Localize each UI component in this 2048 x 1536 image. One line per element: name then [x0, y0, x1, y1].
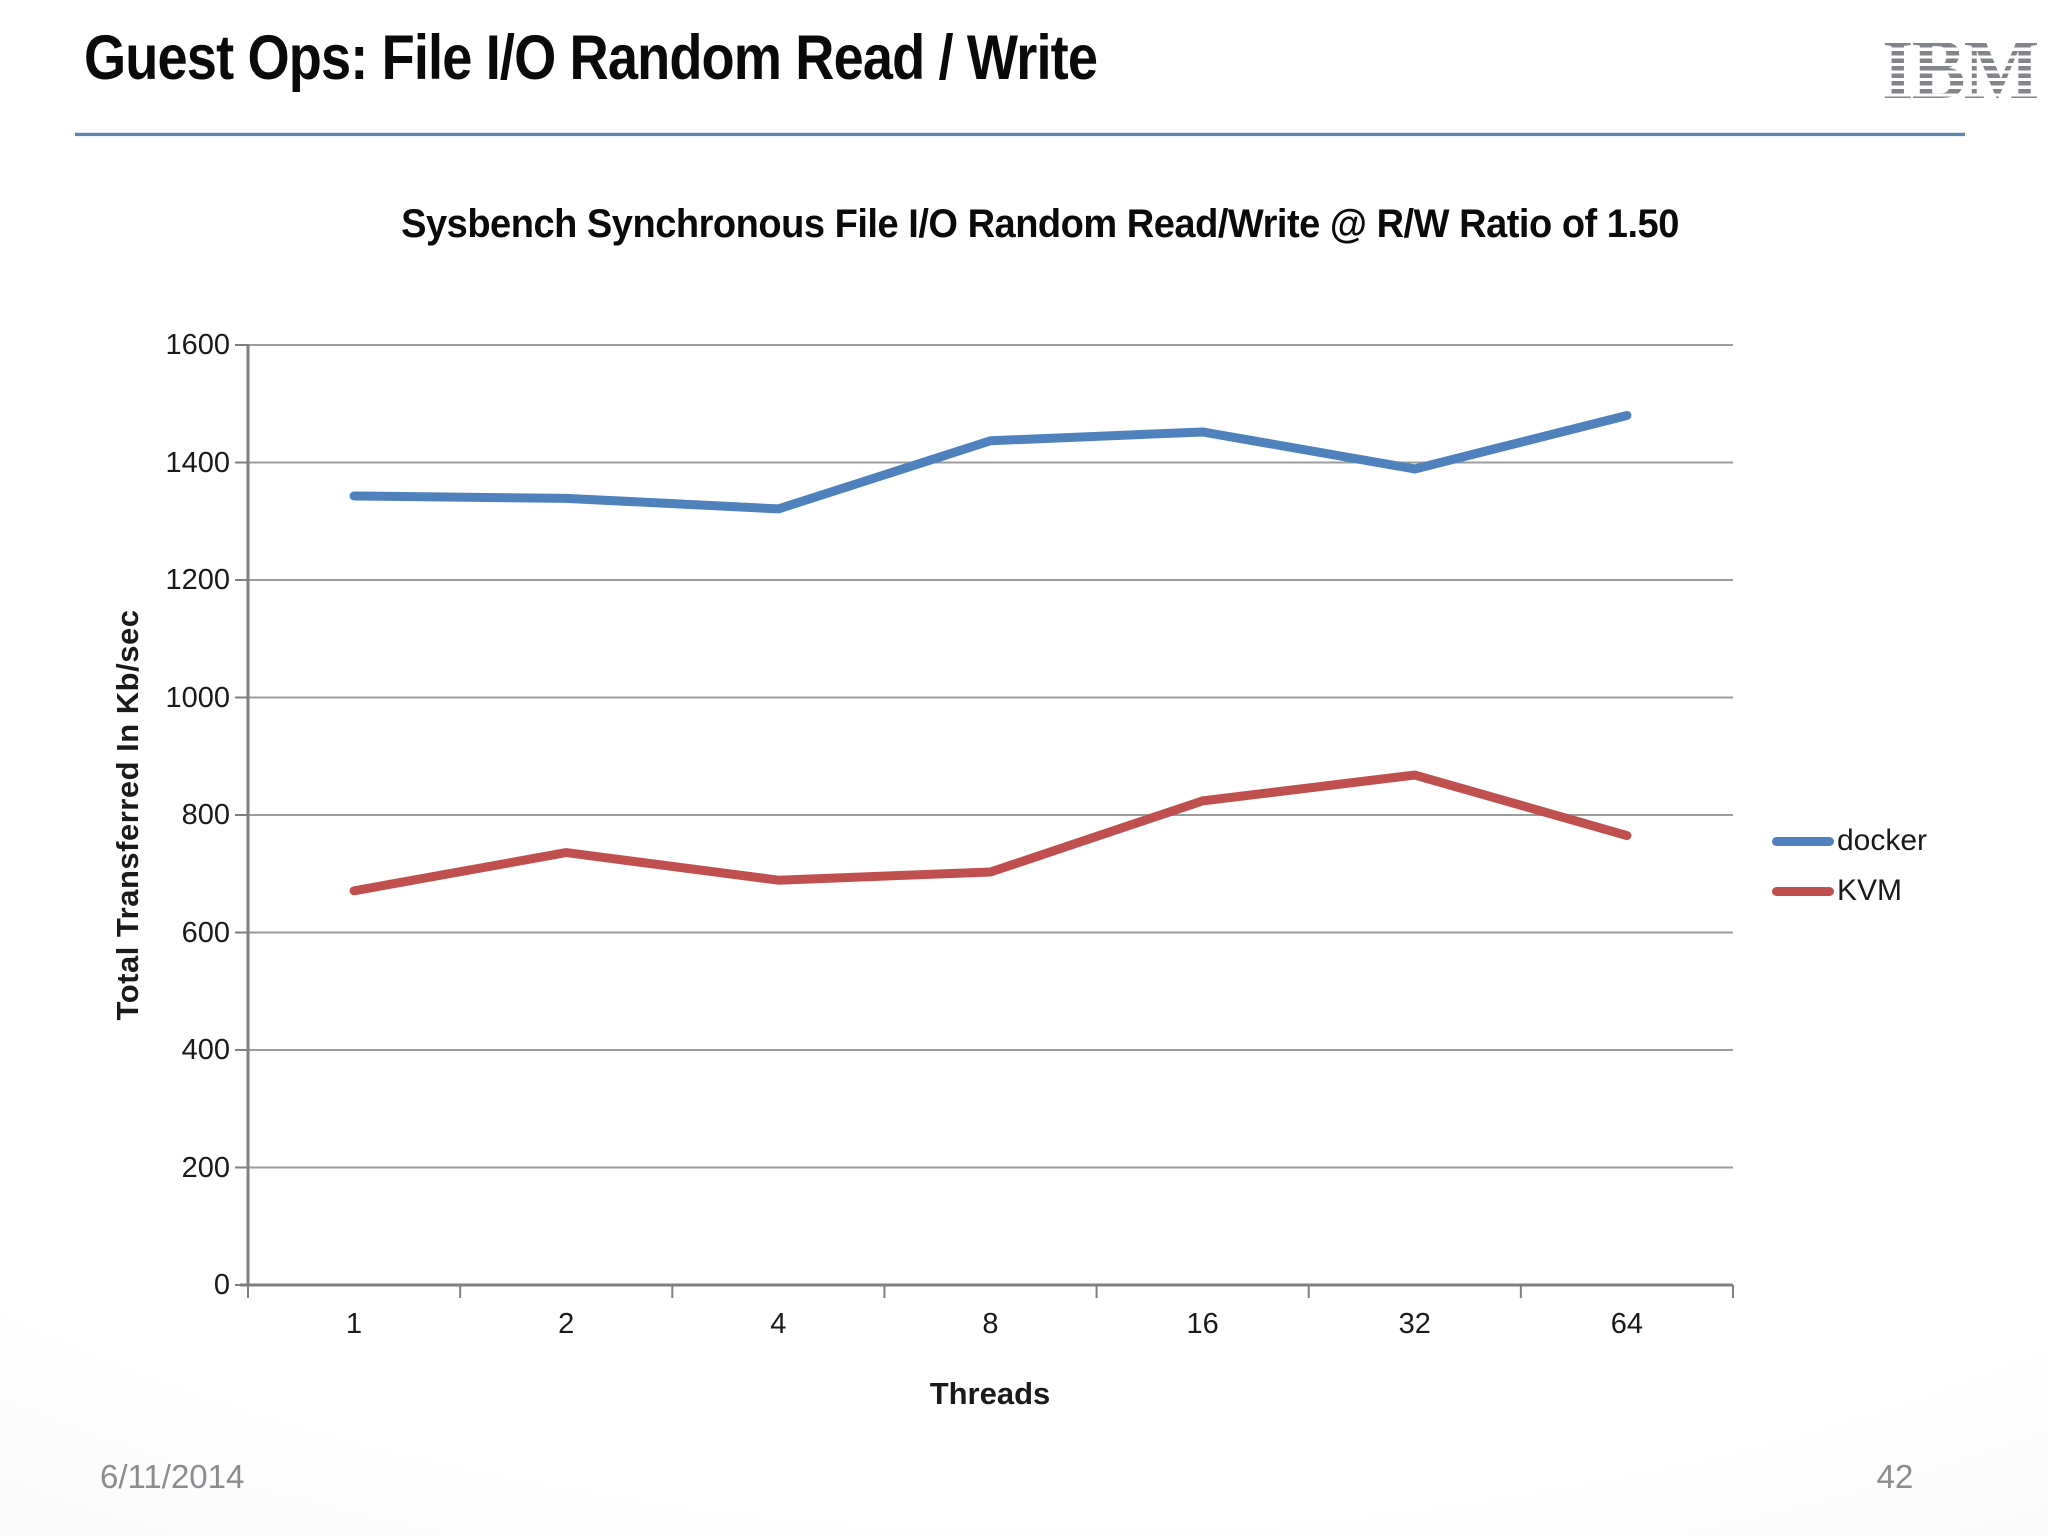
chart-title: Sysbench Synchronous File I/O Random Rea…: [401, 202, 1679, 246]
legend-label-kvm: KVM: [1837, 874, 1903, 907]
docker-line-swatch: [1772, 836, 1834, 846]
y-tick-label: 0: [213, 1269, 230, 1301]
x-tick-label: 1: [345, 1308, 363, 1340]
x-axis-title: Threads: [929, 1376, 1051, 1411]
y-tick-label: 1000: [165, 681, 230, 714]
legend-item-docker: docker: [1772, 816, 1927, 866]
footer-date: 6/11/2014: [100, 1458, 245, 1495]
legend-item-kvm: KVM: [1772, 866, 1927, 916]
x-tick-label: 4: [770, 1308, 787, 1340]
kvm-line-swatch: [1772, 886, 1834, 896]
y-tick-label: 1400: [165, 446, 230, 479]
y-tick-label: 1200: [165, 564, 230, 596]
y-tick-label: 200: [181, 1151, 230, 1184]
y-tick-label: 1600: [165, 329, 230, 361]
x-tick-label: 32: [1398, 1308, 1431, 1340]
x-tick-label: 2: [558, 1308, 575, 1340]
page-number: 42: [1876, 1458, 1914, 1495]
y-tick-label: 600: [181, 916, 230, 949]
ibm-logo: IBM: [1882, 21, 2040, 117]
x-tick-label: 64: [1610, 1308, 1644, 1340]
legend-label-docker: docker: [1837, 824, 1928, 857]
y-tick-label: 400: [181, 1034, 230, 1066]
series-line-docker: [349, 411, 1632, 514]
title-divider: [75, 132, 1965, 137]
y-tick-label: 800: [181, 799, 230, 831]
chart-legend: docker KVM: [1772, 816, 1927, 916]
x-tick-label: 8: [982, 1308, 999, 1340]
slide-title: Guest Ops: File I/O Random Read / Write: [84, 23, 1098, 93]
x-tick-label: 16: [1186, 1308, 1219, 1340]
series-line-kvm: [349, 770, 1632, 896]
